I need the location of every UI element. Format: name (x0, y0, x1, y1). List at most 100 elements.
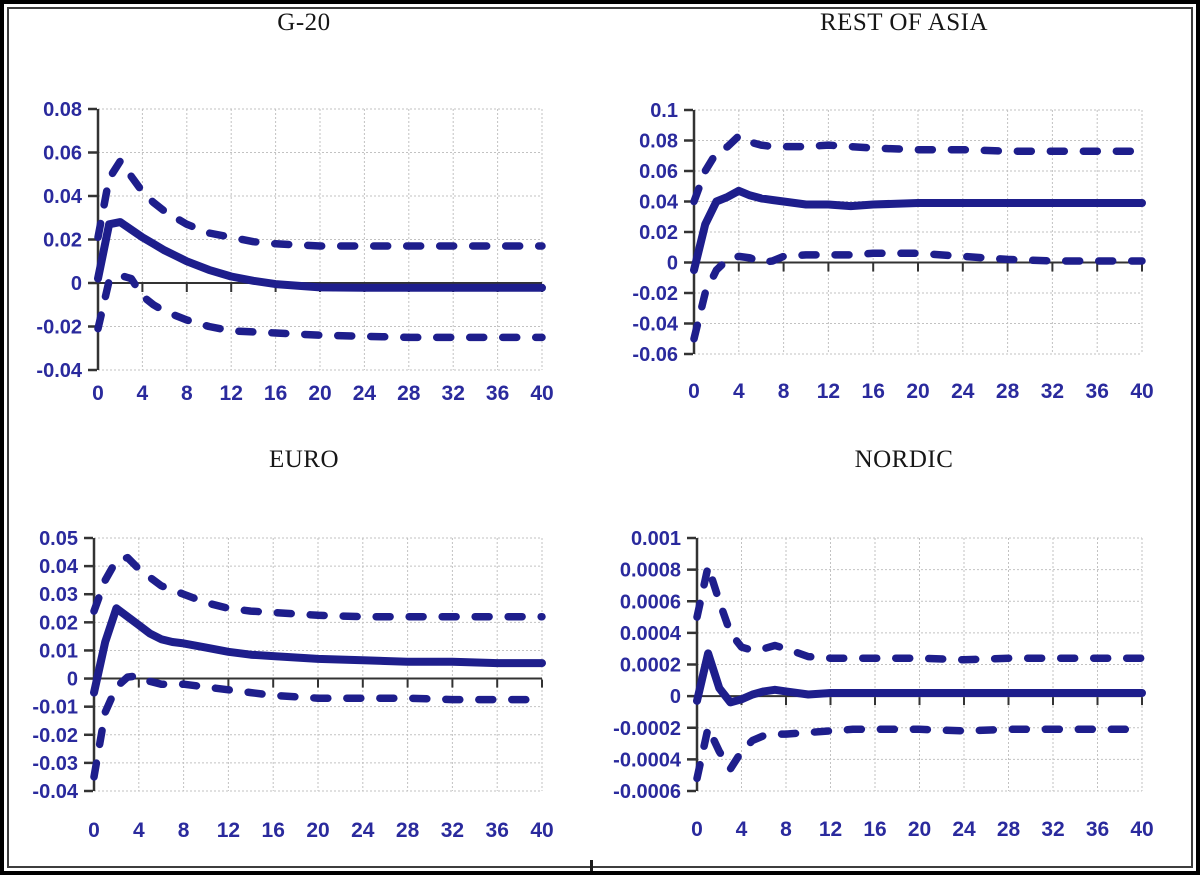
x-tick-label: 8 (780, 818, 792, 841)
series-central-line (94, 218, 546, 292)
y-tick-label: 0.04 (639, 192, 679, 214)
series-central-line (690, 186, 1146, 275)
y-tick-label: 0.02 (39, 612, 78, 634)
x-tick-label: 40 (1130, 380, 1153, 403)
y-tick-label: 0 (667, 253, 678, 275)
series-lower-line (693, 724, 1146, 783)
y-tick-label: 0.08 (639, 131, 678, 153)
chart-svg-g20: 0.08 0.06 0.04 0.02 0 -0.02 -0.04 0 4 8 12 16 20 24 28… (36, 99, 553, 405)
x-tick-label: 24 (951, 380, 975, 403)
x-tick-label: 12 (819, 818, 842, 841)
x-tick-label: 40 (530, 819, 553, 842)
y-tick-label: -0.01 (32, 697, 78, 719)
y-tick-label: 0 (71, 273, 82, 295)
panel-euro: EURO 0.05 0.04 0.03 0.02 0.01 0 -0.01 -0.02 -0.0… (4, 441, 604, 871)
x-tick-label: 32 (442, 382, 465, 405)
x-tick-label: 36 (486, 382, 509, 405)
panel-nordic: NORDIC 0.001 0.0008 0.0006 0.0004 0.0002 0 -0.… (604, 441, 1196, 871)
x-tick-label: 0 (88, 819, 100, 842)
x-tick-label: 4 (133, 819, 145, 842)
y-tick-label: 0.06 (639, 161, 678, 183)
y-tick-label: -0.03 (32, 753, 78, 775)
chart-title-nordic: NORDIC (854, 446, 954, 473)
x-tick-label: 28 (397, 382, 421, 405)
x-tick-label: 8 (178, 819, 190, 842)
x-tick-label: 40 (1130, 818, 1153, 841)
y-tick-label: -0.0002 (613, 718, 681, 740)
page-seam-mark (590, 860, 593, 871)
x-tick-label: 20 (908, 818, 931, 841)
x-tick-label: 36 (1086, 380, 1109, 403)
x-tick-label: 16 (262, 819, 285, 842)
y-tick-label: -0.02 (632, 283, 678, 305)
chart-title-g20: G-20 (277, 9, 331, 36)
x-tick-label: 40 (530, 382, 553, 405)
panel-rest-of-asia: REST OF ASIA 0.1 0.08 0.06 0.04 0.02 0 -0.02 -0… (604, 4, 1196, 441)
y-tick-label: 0.06 (43, 143, 82, 165)
x-tick-label: 28 (997, 818, 1021, 841)
x-tick-label: 12 (220, 382, 243, 405)
x-tick-label: 4 (137, 382, 149, 405)
y-tick-label: 0.04 (39, 556, 79, 578)
y-tick-label: 0.02 (639, 222, 678, 244)
x-tick-label: 20 (906, 380, 929, 403)
x-tick-label: 16 (264, 382, 287, 405)
x-tick-label: 28 (996, 380, 1020, 403)
x-tick-label: 20 (306, 819, 329, 842)
x-tick-label: 24 (353, 382, 377, 405)
y-tick-label: 0.08 (43, 99, 82, 121)
x-tick-label: 4 (733, 380, 745, 403)
y-tick-label: -0.0004 (613, 749, 682, 771)
x-tick-label: 0 (688, 380, 700, 403)
y-tick-label: 0.04 (43, 186, 83, 208)
series-lower-line (690, 249, 1146, 343)
y-tick-label: 0.01 (39, 640, 78, 662)
y-tick-label: -0.04 (36, 360, 82, 382)
chart-title-rest-of-asia: REST OF ASIA (819, 9, 989, 36)
y-tick-label: 0.05 (39, 528, 78, 550)
x-tick-label: 36 (486, 819, 509, 842)
x-tick-label: 20 (308, 382, 331, 405)
x-tick-label: 12 (817, 380, 840, 403)
x-tick-label: 4 (736, 818, 748, 841)
y-tick-label: -0.02 (32, 725, 78, 747)
x-tick-label: 32 (1041, 380, 1064, 403)
y-tick-label: -0.02 (36, 317, 82, 339)
y-tick-label: 0.1 (650, 100, 678, 122)
x-tick-label: 24 (952, 818, 976, 841)
y-tick-label: 0.0004 (620, 623, 682, 645)
chart-title-euro: EURO (268, 446, 340, 473)
x-tick-label: 28 (396, 819, 420, 842)
y-tick-label: 0.0002 (620, 655, 681, 677)
y-tick-label: -0.06 (632, 344, 678, 366)
y-tick-label: -0.0006 (613, 781, 681, 803)
x-tick-label: 0 (92, 382, 104, 405)
chart-svg-rest-of-asia: 0.1 0.08 0.06 0.04 0.02 0 -0.02 -0.04 -0.06 0 4 8 12… (632, 100, 1153, 403)
x-tick-label: 16 (862, 380, 885, 403)
y-tick-label: 0 (670, 686, 681, 708)
x-tick-label: 8 (778, 380, 790, 403)
chart-svg-nordic: 0.001 0.0008 0.0006 0.0004 0.0002 0 -0.0002 -0.… (613, 528, 1154, 841)
x-tick-label: 24 (351, 819, 375, 842)
x-tick-label: 32 (1041, 818, 1064, 841)
y-tick-label: 0.02 (43, 230, 82, 252)
series-lower-line (90, 671, 546, 781)
y-tick-label: 0.0006 (620, 591, 681, 613)
series-upper-line (90, 553, 546, 621)
series-lower-line (94, 271, 546, 342)
x-tick-label: 12 (217, 819, 240, 842)
panel-g20: G-20 0.08 0.06 0.04 0.02 0 -0.02 -0.04 0 4 8 12 16 2… (4, 4, 604, 441)
series-upper-line (94, 157, 546, 250)
y-tick-label: 0.001 (631, 528, 681, 550)
y-tick-label: 0.0008 (620, 560, 681, 582)
series-upper-line (690, 132, 1146, 206)
y-tick-label: -0.04 (32, 781, 78, 803)
series-central-line (693, 649, 1146, 707)
series-upper-line (693, 562, 1146, 664)
x-tick-label: 36 (1086, 818, 1109, 841)
x-tick-label: 8 (181, 382, 193, 405)
y-tick-label: -0.04 (632, 314, 678, 336)
series-central-line (90, 604, 546, 697)
y-tick-label: 0.03 (39, 584, 78, 606)
y-tick-label: 0 (67, 669, 78, 691)
